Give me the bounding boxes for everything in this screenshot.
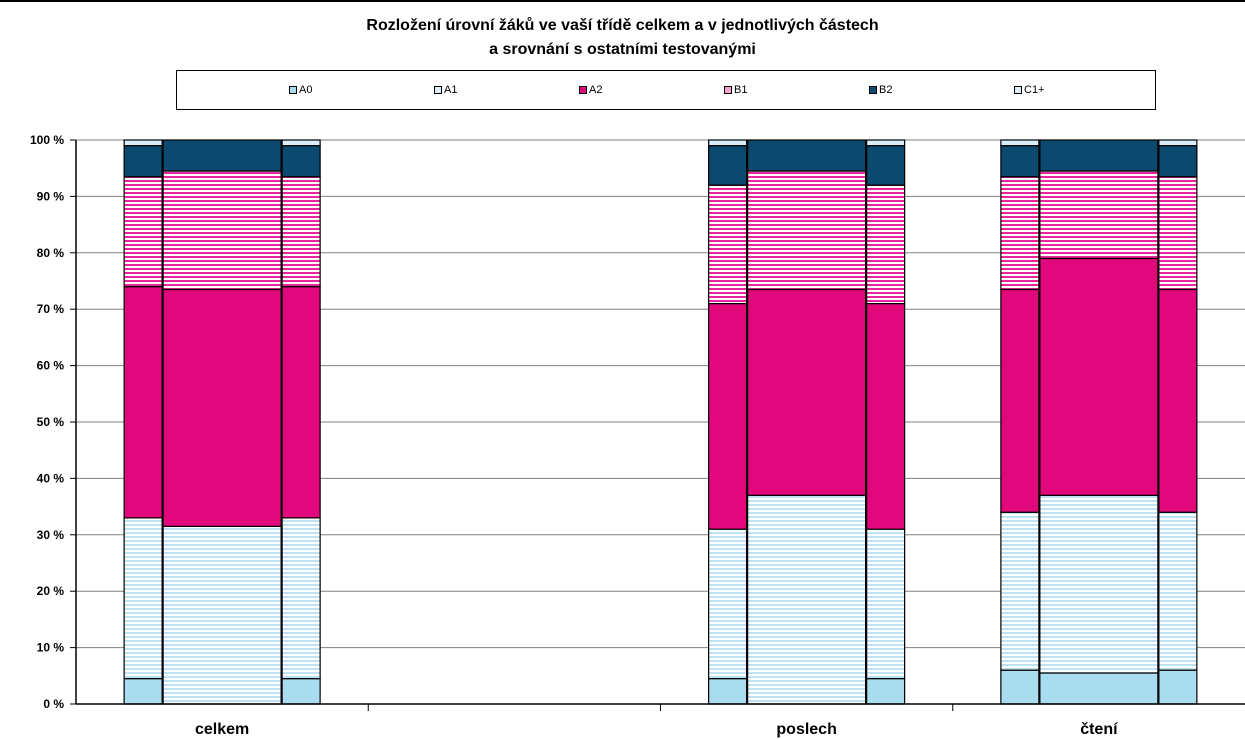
bar-segment-b1 (708, 184, 748, 305)
bar-segment-a1 (866, 528, 906, 680)
bar-segment-a2 (123, 286, 163, 519)
legend-swatch-a0 (289, 86, 297, 94)
y-tick-label: 0 % (43, 697, 64, 711)
bar-segment-b2 (162, 139, 282, 172)
bar-segment-b2 (1000, 145, 1040, 178)
bar-segment-a0 (281, 678, 321, 705)
bar-segment-a2 (281, 286, 321, 519)
bar-segment-a2 (866, 302, 906, 530)
bar-segment-a2 (747, 288, 867, 496)
chart-legend: A0 A1 A2 B1 B2 C1+ (176, 70, 1156, 110)
legend-label-b2: B2 (879, 84, 893, 96)
bar-segment-c1plus (1158, 139, 1198, 147)
bar-segment-b2 (281, 145, 321, 178)
bar-segment-b1 (1158, 176, 1198, 291)
legend-swatch-a1 (434, 86, 442, 94)
y-tick-label: 70 % (37, 302, 65, 316)
bar-segment-a1 (281, 517, 321, 680)
bar-segment-b1 (1039, 170, 1159, 260)
y-tick-label: 80 % (37, 246, 65, 260)
y-tick-label: 30 % (37, 528, 65, 542)
bar-segment-b2 (708, 145, 748, 186)
bar-segment-b2 (866, 145, 906, 186)
chart-title: Rozložení úrovní žáků ve vaší třídě celk… (0, 14, 1245, 62)
legend-label-c1plus: C1+ (1024, 84, 1045, 96)
bar-segment-b2 (747, 139, 867, 172)
bar-segment-b1 (866, 184, 906, 305)
y-tick-label: 50 % (37, 415, 65, 429)
bar-segment-a0 (1000, 669, 1040, 705)
bar-segment-a1 (162, 525, 282, 705)
chart-title-line-1: Rozložení úrovní žáků ve vaší třídě celk… (366, 17, 879, 34)
bar-segment-a1 (1158, 511, 1198, 671)
x-category-label: celkem (195, 721, 249, 738)
legend-item-a0: A0 (289, 84, 312, 96)
legend-swatch-b1 (724, 86, 732, 94)
legend-label-a2: A2 (589, 84, 603, 96)
bar-segment-a1 (1000, 511, 1040, 671)
bar-segment-a0 (1158, 669, 1198, 705)
bar-segment-b2 (123, 145, 163, 178)
bar-segment-b2 (1158, 145, 1198, 178)
bar-segment-a1 (747, 494, 867, 705)
bar-segment-a2 (708, 302, 748, 530)
bar-segment-a1 (708, 528, 748, 680)
legend-swatch-a2 (579, 86, 587, 94)
bar-segment-a2 (1039, 257, 1159, 496)
legend-item-a2: A2 (579, 84, 602, 96)
legend-item-a1: A1 (434, 84, 457, 96)
legend-item-b2: B2 (869, 84, 892, 96)
bar-segment-c1plus (866, 139, 906, 147)
bar-segment-b1 (747, 170, 867, 291)
bar-segment-c1plus (281, 139, 321, 147)
x-category-label: čtení (1080, 721, 1118, 738)
bar-segment-c1plus (708, 139, 748, 147)
bar-segment-a0 (1039, 672, 1159, 705)
bar-segment-c1plus (1000, 139, 1040, 147)
axes (70, 139, 1245, 711)
bar-segment-a1 (123, 517, 163, 680)
bar-segment-b1 (123, 176, 163, 288)
x-category-label: poslech (776, 721, 836, 738)
bar-segment-a0 (708, 678, 748, 705)
bar-segment-b2 (1039, 139, 1159, 172)
bar-segment-a2 (1158, 288, 1198, 513)
y-tick-label: 90 % (37, 189, 65, 203)
bar-segment-b1 (1000, 176, 1040, 291)
bar-segment-a0 (866, 678, 906, 705)
bar-segment-b1 (162, 170, 282, 291)
y-tick-label: 60 % (37, 359, 65, 373)
y-tick-label: 10 % (37, 641, 65, 655)
legend-label-a1: A1 (444, 84, 458, 96)
top-border (0, 0, 1245, 2)
legend-item-b1: B1 (724, 84, 747, 96)
chart-title-line-2: a srovnání s ostatními testovanými (489, 41, 756, 58)
axis-labels: 0 % 10 % 20 % 30 % 40 % 50 % 60 % 70 % 80 % 90 % 1… (30, 133, 1118, 738)
bar-segment-b1 (281, 176, 321, 288)
bar-segment-a2 (1000, 288, 1040, 513)
y-tick-label: 40 % (37, 471, 65, 485)
legend-swatch-b2 (869, 86, 877, 94)
bars (123, 139, 1198, 705)
legend-swatch-c1plus (1014, 86, 1022, 94)
y-tick-label: 20 % (37, 584, 65, 598)
legend-label-a0: A0 (299, 84, 313, 96)
legend-label-b1: B1 (734, 84, 748, 96)
bar-segment-a1 (1039, 494, 1159, 674)
bar-segment-a2 (162, 288, 282, 527)
bar-segment-c1plus (123, 139, 163, 147)
legend-item-c1plus: C1+ (1014, 84, 1045, 96)
y-tick-label: 100 % (30, 133, 64, 147)
bar-segment-a0 (123, 678, 163, 705)
